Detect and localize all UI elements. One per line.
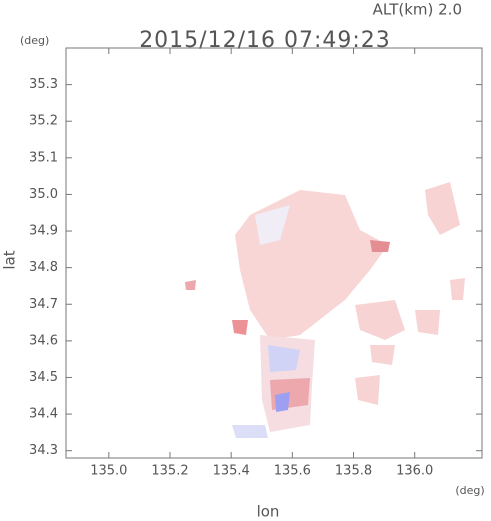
plot-frame [65,47,483,459]
y-tick-label: 34.5 [29,370,58,385]
x-tick-label: 135.2 [151,464,188,479]
y-tick-label: 34.7 [29,297,58,312]
chart-title: 2015/12/16 07:49:23 [139,28,391,53]
y-tick-label: 35.3 [29,77,58,92]
x-axis-label: lon [257,503,280,521]
x-tick-label: 135.0 [90,464,127,479]
altitude-label: ALT(km) 2.0 [373,1,462,19]
y-tick-label: 35.1 [29,150,58,165]
y-tick-label: 35.2 [29,114,58,129]
y-axis-label: lat [1,250,19,269]
y-unit: (deg) [20,34,49,47]
y-tick-label: 34.9 [29,224,58,239]
y-tick-label: 34.3 [29,443,58,458]
x-unit: (deg) [455,484,484,497]
x-tick-label: 136.0 [396,464,433,479]
x-tick-label: 135.6 [274,464,311,479]
x-tick-label: 135.4 [213,464,250,479]
y-tick-label: 34.8 [29,260,58,275]
y-tick-label: 35.0 [29,187,58,202]
echo-field [185,182,465,438]
y-tick-label: 34.4 [29,407,58,422]
y-tick-label: 34.6 [29,333,58,348]
x-tick-label: 135.8 [335,464,372,479]
